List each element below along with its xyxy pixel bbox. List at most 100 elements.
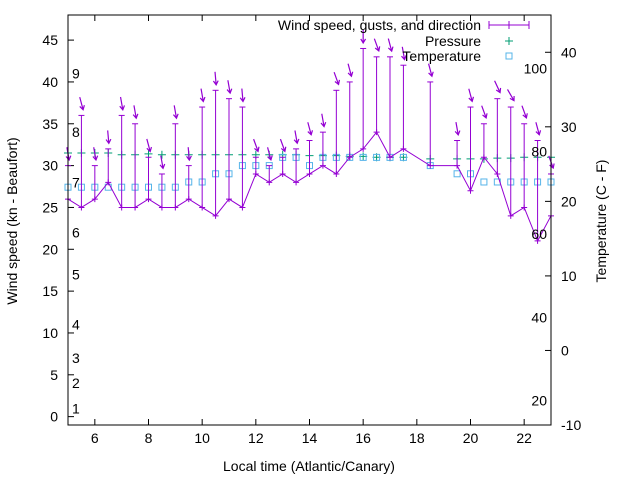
legend-label-temperature: Temperature (402, 48, 481, 64)
wind-speed-point (507, 212, 514, 219)
wind-direction-arrow (481, 105, 488, 119)
beaufort-label: 2 (72, 375, 80, 391)
wind-direction-arrow (347, 63, 354, 78)
wind-speed-point (105, 179, 112, 186)
x-tick-label: 22 (516, 430, 532, 446)
fahrenheit-label: 100 (524, 61, 548, 77)
x-tick-label: 14 (302, 430, 318, 446)
wind-direction-arrow (320, 113, 327, 128)
wind-direction-arrow (387, 38, 394, 53)
wind-direction-arrow (360, 29, 367, 45)
temperature-point (399, 153, 407, 161)
wind-direction-arrow (427, 63, 434, 78)
legend: Wind speed, gusts, and direction Pressur… (278, 17, 530, 64)
wind-direction-arrow (199, 88, 206, 103)
wind-direction-arrow (79, 96, 85, 111)
axis-ticks (68, 15, 551, 426)
beaufort-label: 6 (72, 225, 80, 241)
beaufort-label: 9 (72, 66, 80, 82)
wind-speed-point (333, 170, 340, 177)
wind-direction-arrow (239, 88, 246, 103)
legend-sample-temperature (505, 52, 513, 60)
wind-direction-arrow (401, 46, 407, 61)
wind-direction-arrow (468, 88, 475, 103)
wind-direction-arrow (293, 130, 300, 145)
wind-speed-point (158, 204, 165, 211)
beaufort-label: 1 (72, 400, 80, 416)
y-left-tick-label: 35 (42, 116, 58, 132)
fahrenheit-label: 60 (531, 226, 547, 242)
x-tick-label: 18 (409, 430, 425, 446)
wind-direction-arrow (186, 147, 192, 162)
wind-speed-point (494, 170, 501, 177)
fahrenheit-label: 40 (531, 310, 547, 326)
y-left-tick-label: 10 (42, 325, 58, 341)
fahrenheit-label: 80 (531, 143, 547, 159)
x-tick-label: 12 (248, 430, 264, 446)
beaufort-label: 4 (72, 317, 80, 333)
y-axis-label-left: Wind speed (kn - Beaufort) (4, 137, 20, 304)
wind-speed-point (266, 179, 273, 186)
x-tick-label: 8 (145, 430, 153, 446)
wind-speed-point (132, 204, 139, 211)
wind-speed-point (185, 196, 192, 203)
series-layer (64, 29, 555, 244)
y-left-tick-label: 45 (42, 32, 58, 48)
y-right-tick-label: 30 (561, 119, 577, 135)
wind-direction-arrow (535, 122, 542, 136)
wind-direction-arrow (373, 38, 381, 53)
wind-speed-point (118, 204, 125, 211)
wind-direction-arrow (212, 71, 219, 86)
wind-speed-point (360, 145, 367, 152)
beaufort-label: 5 (72, 266, 80, 282)
legend-sample-pressure (505, 37, 513, 45)
wind-speed-point (226, 196, 232, 203)
wind-speed-point (212, 212, 219, 219)
wind-speed-point (319, 162, 326, 169)
wind-speed-point (252, 170, 259, 177)
wind-speed-point (91, 196, 98, 203)
wind-direction-arrow (146, 138, 153, 153)
y-right-tick-label: -10 (561, 417, 581, 433)
wind-speed-point (534, 237, 541, 244)
pressure-point (157, 150, 166, 159)
beaufort-label: 3 (72, 350, 80, 366)
temperature-point (453, 170, 461, 178)
temperature-point (480, 178, 488, 186)
y-left-tick-label: 25 (42, 199, 58, 215)
wind-speed-point (480, 154, 487, 161)
x-tick-label: 10 (194, 430, 210, 446)
x-tick-label: 20 (463, 430, 479, 446)
wind-speed-point (239, 204, 246, 211)
wind-speed-point (199, 204, 206, 211)
wind-speed-point (78, 204, 85, 211)
wind-speed-point (387, 154, 393, 161)
wind-direction-arrow (172, 105, 179, 120)
wind-direction-arrow (119, 96, 126, 111)
pressure-point (144, 149, 153, 158)
y-left-tick-label: 15 (42, 283, 58, 299)
legend-label-wind: Wind speed, gusts, and direction (278, 17, 481, 33)
y-left-tick-label: 0 (50, 409, 58, 425)
wind-speed-point (279, 170, 286, 177)
wind-speed-point (293, 179, 300, 186)
wind-direction-arrow (454, 122, 461, 137)
wind-direction-arrow (307, 122, 314, 136)
wind-direction-arrow (266, 147, 273, 162)
temperature-point (359, 153, 367, 161)
legend-label-pressure: Pressure (425, 33, 481, 49)
x-tick-label: 16 (355, 430, 371, 446)
wind-direction-arrow (92, 147, 99, 162)
legend-sample-wind (488, 21, 530, 29)
y-left-tick-label: 20 (42, 241, 58, 257)
y-right-tick-label: 10 (561, 268, 577, 284)
wind-speed-point (172, 204, 179, 211)
wind-speed-point (521, 204, 528, 211)
fahrenheit-label: 20 (531, 392, 547, 408)
wind-speed-point (373, 129, 380, 136)
beaufort-label: 8 (72, 124, 80, 140)
wind-direction-arrow (226, 80, 233, 95)
x-axis-label: Local time (Atlantic/Canary) (223, 458, 395, 474)
